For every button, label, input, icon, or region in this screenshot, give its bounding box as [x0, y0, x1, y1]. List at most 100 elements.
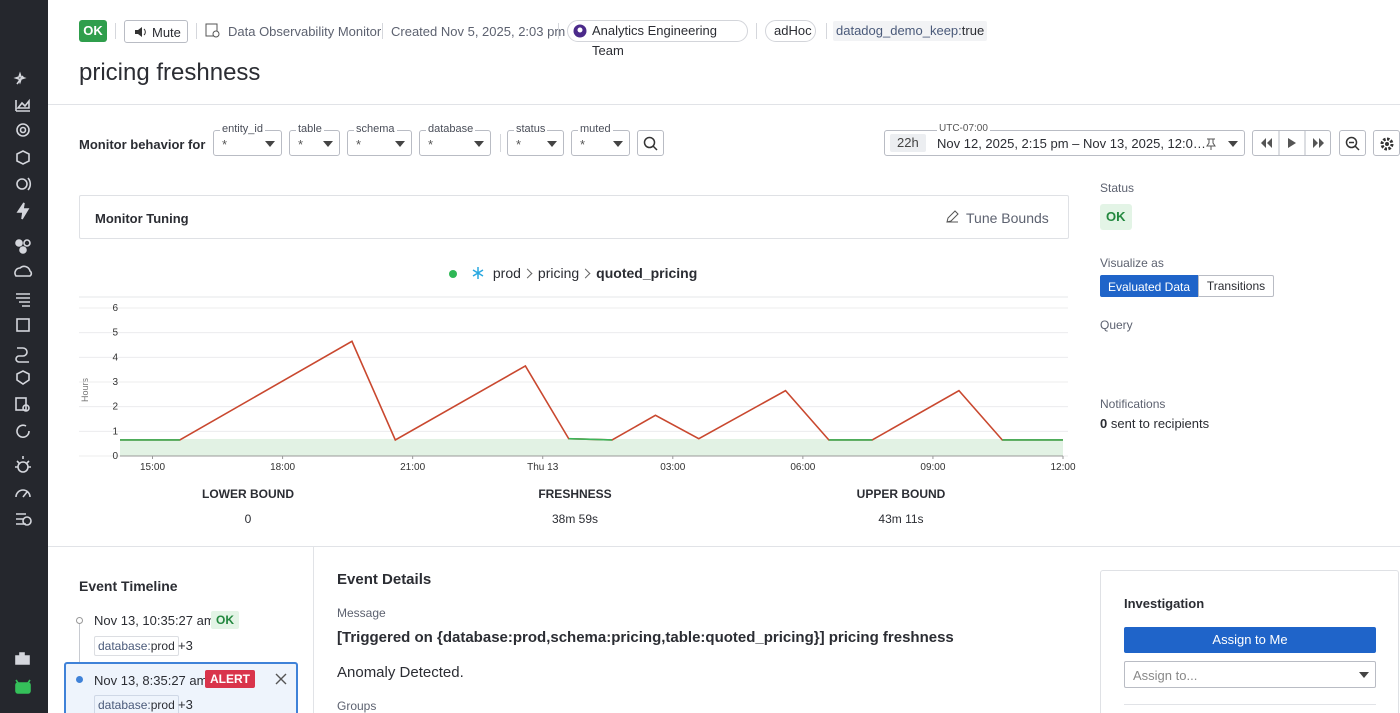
x-tick-label: 03:00: [660, 462, 685, 473]
time-range: Nov 12, 2025, 2:15 pm – Nov 13, 2025, 12…: [937, 136, 1206, 151]
timeline-dot: [76, 617, 83, 624]
notifications-label: Notifications: [1100, 397, 1166, 411]
sidebar: [0, 0, 48, 713]
icon[interactable]: [16, 178, 28, 190]
icon[interactable]: [27, 177, 32, 191]
icon[interactable]: [15, 652, 30, 665]
icon[interactable]: [19, 246, 27, 254]
message-label: Message: [337, 606, 386, 620]
event-time: Nov 13, 10:35:27 am: [94, 613, 215, 628]
divider: [48, 104, 1400, 105]
search-button[interactable]: [637, 130, 664, 156]
icon[interactable]: [15, 682, 31, 694]
icon[interactable]: [15, 456, 31, 468]
event-more[interactable]: +3: [178, 638, 193, 653]
time-picker[interactable]: 22h UTC-07:00 Nov 12, 2025, 2:15 pm – No…: [884, 123, 1245, 156]
close-icon[interactable]: [275, 673, 287, 685]
icon[interactable]: [16, 293, 30, 307]
divider: [1124, 704, 1376, 705]
separator: [382, 23, 383, 39]
caret: [474, 141, 484, 147]
icon[interactable]: [19, 126, 27, 134]
filter-name: muted: [578, 123, 613, 135]
details-title: Event Details: [337, 571, 432, 588]
mute-button[interactable]: Mute: [124, 20, 188, 43]
icon[interactable]: [22, 404, 30, 412]
crumb: quoted_pricing: [596, 265, 698, 281]
gear-icon: [1380, 137, 1394, 151]
x-tick-label: 15:00: [140, 462, 165, 473]
team-pill[interactable]: Analytics Engineering Team: [567, 20, 748, 58]
y-tick-label: 3: [112, 377, 118, 388]
tuning-title: Monitor Tuning: [95, 211, 189, 226]
pencil-icon: [946, 210, 959, 223]
icon[interactable]: [16, 424, 30, 438]
filter-value: *: [580, 137, 586, 152]
caret: [613, 141, 623, 147]
filter-dropdown[interactable]: table *: [289, 123, 340, 156]
event-selected-box[interactable]: [64, 662, 298, 713]
tag[interactable]: datadog_demo_keep:true: [833, 21, 988, 41]
event-status: OK: [211, 611, 239, 629]
separator: [756, 23, 757, 39]
icon[interactable]: [16, 370, 30, 385]
query-label: Query: [1100, 318, 1133, 332]
event-tag: database:prod: [94, 695, 179, 713]
breadcrumb: prod pricing quoted_pricing: [449, 264, 697, 282]
filter-dropdown[interactable]: database *: [419, 123, 491, 156]
separator: [196, 23, 197, 39]
filter-dropdown[interactable]: status *: [507, 123, 564, 156]
settings-button[interactable]: [1373, 130, 1400, 156]
icon[interactable]: [15, 397, 27, 411]
icon[interactable]: [15, 489, 31, 498]
y-tick-label: 2: [112, 402, 118, 413]
filter-value: *: [222, 137, 228, 152]
caret: [1228, 141, 1238, 147]
filter-label: Monitor behavior for: [79, 137, 206, 152]
event-time: Nov 13, 8:35:27 am: [94, 673, 208, 688]
icon[interactable]: [14, 265, 33, 277]
filter-name: database: [426, 123, 476, 135]
icon[interactable]: [16, 123, 30, 137]
status-dot: [449, 270, 457, 278]
tune-bounds[interactable]: Tune Bounds: [966, 210, 1049, 226]
visualize-option[interactable]: Transitions: [1198, 275, 1274, 297]
icon[interactable]: [22, 516, 32, 526]
visualize-option-active[interactable]: Evaluated Data: [1100, 275, 1198, 297]
zoom-button[interactable]: [1339, 130, 1366, 156]
filter-dropdown[interactable]: muted *: [571, 123, 630, 156]
y-tick-label: 0: [112, 451, 118, 462]
crumbs: prod pricing quoted_pricing: [493, 265, 697, 281]
icon[interactable]: [16, 202, 30, 220]
icon[interactable]: [13, 71, 27, 85]
filter-dropdown[interactable]: schema *: [347, 123, 412, 156]
filter-name: status: [514, 123, 548, 135]
icon[interactable]: [23, 239, 31, 247]
icon[interactable]: [15, 239, 23, 247]
pin-icon[interactable]: [1205, 137, 1217, 151]
icon[interactable]: [16, 318, 30, 332]
tag-pill[interactable]: adHoc: [765, 20, 816, 42]
visualize-label: Visualize as: [1100, 256, 1164, 270]
x-tick-label: 12:00: [1050, 462, 1075, 473]
groups-label: Groups: [337, 699, 377, 713]
assign-select[interactable]: Assign to...: [1124, 661, 1376, 688]
snowflake-icon: [472, 267, 484, 279]
filter-value: *: [516, 137, 522, 152]
event-more[interactable]: +3: [178, 697, 193, 712]
icon[interactable]: [15, 679, 31, 684]
investigation-card: Investigation Assign to Me Assign to...: [1100, 570, 1399, 713]
icon[interactable]: [15, 98, 30, 112]
investigation-title: Investigation: [1124, 596, 1205, 611]
assign-me-button[interactable]: Assign to Me: [1124, 627, 1376, 653]
team-icon: [573, 24, 587, 38]
filter-dropdown[interactable]: entity_id *: [213, 123, 282, 156]
playback-icons[interactable]: [1253, 131, 1332, 155]
icon[interactable]: [16, 150, 30, 165]
icon[interactable]: [15, 347, 29, 363]
series-line: [120, 340, 1063, 442]
filter-name: table: [296, 123, 324, 135]
caret: [547, 141, 557, 147]
